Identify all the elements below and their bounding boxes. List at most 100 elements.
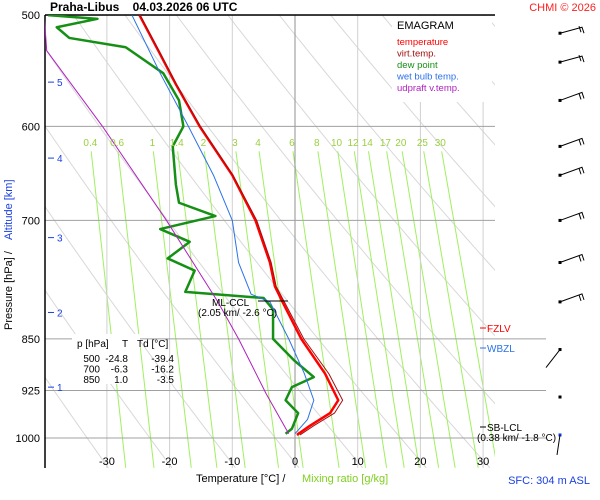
legend-entry: wet bulb temp. [396,72,459,83]
pressure-tick-label: 700 [22,215,40,227]
series-line-wet-bulb-temp- [131,15,315,435]
wind-barbs [545,26,585,456]
altitude-tick-label: 3 [57,234,63,245]
table-cell: -39.4 [151,354,174,365]
mixing-ratio-label: 12 [348,138,360,149]
x-tick-label: 0 [292,456,298,468]
mixing-ratio-label: 4 [255,138,261,149]
x-tick-label: -20 [162,456,178,468]
mixing-ratio-line [317,151,367,468]
mixing-ratio-line [401,151,456,468]
mixing-ratio-label: 25 [417,138,429,149]
series-layer [45,15,344,436]
mixing-ratio-label: 14 [362,138,374,149]
wind-barb-station [558,395,562,399]
legend-entry: virt.temp. [397,49,436,60]
table-cell: 700 [83,365,100,376]
mixing-ratio-line [117,151,155,468]
dry-adiabat [45,289,173,468]
x-axis-label: Temperature [°C] / [196,473,286,485]
wind-barb-icon [559,26,585,34]
copyright: CHMI © 2026 [529,2,596,14]
legend-entry: udpraft v.temp. [397,83,460,94]
mixing-ratio-label: 2 [201,138,207,149]
table-cell: 850 [83,375,100,386]
mixing-ratio-line [152,151,192,468]
mixing-ratio-label: 0.6 [110,138,124,149]
mixing-ratio-line [337,151,388,468]
x-tick-label: -30 [99,456,115,468]
sb-lcl-label: SB-LCL [487,423,522,434]
ml-ccl-label: ML-CCL [212,298,250,309]
mixing-ratio-line [258,151,304,468]
altitude-tick-label: 2 [57,308,63,319]
series-line-temperature [138,15,340,436]
y-axis-label: Pressure [hPa] / [3,250,15,330]
table-header: Td [°C] [137,339,168,350]
mixing-ratio-line [353,151,405,468]
labels-layer: 0.4 0.6 1 1.4 2 3 4 6 8 10 12 14 17 20 25 30-30 -20 -10 0 1… [16,10,585,468]
mixing-ratio-line [203,151,246,468]
wind-barb-icon [559,91,585,101]
altitude-tick-label: 5 [57,78,63,89]
mixing-ratio-line [386,151,440,468]
mixing-ratio-label: 1 [150,138,156,149]
dry-adiabat [45,125,300,468]
wind-barb-icon [559,137,585,147]
mixing-ratio-line [90,151,127,468]
mixing-ratio-label: 17 [380,138,392,149]
wind-barb-icon [559,253,585,263]
table-header: p [hPa] [77,339,109,350]
dry-adiabat [175,15,495,405]
dry-adiabat [45,376,109,468]
mixing-ratio-line [235,151,280,468]
mixing-ratio-label: 3 [232,138,238,149]
y-axis-label-altitude: Altitude [km] [3,179,15,240]
ml-ccl-value: (2.05 km/ -2.6 °C) [198,308,277,319]
series-line-dew-point [47,15,316,435]
altitude-tick-label: 4 [57,154,63,165]
mixing-ratio-label: 8 [314,138,320,149]
dry-adiabat [565,0,600,468]
table-cell: -6.3 [111,365,129,376]
pressure-tick-label: 1000 [16,433,40,445]
clipped-grid [45,0,600,468]
x-tick-label: 10 [352,456,364,468]
wind-barb-icon [559,293,585,303]
mixing-ratio-label: 6 [289,138,295,149]
table-cell: -16.2 [151,365,174,376]
table-bg [72,334,140,384]
wind-barb-icon [559,54,585,63]
mixing-ratio-line [292,151,340,468]
dry-adiabat [514,0,600,468]
pressure-tick-label: 500 [22,10,40,22]
x-tick-label: -10 [224,456,240,468]
dry-adiabat [45,205,236,468]
dry-adiabat [278,15,495,272]
chart-title: Praha-Libus 04.03.2026 06 UTC [50,0,238,14]
legend-entry: temperature [397,37,448,48]
surface-elevation: SFC: 304 m ASL [508,475,590,487]
mixing-ratio-label: 1.4 [170,138,184,149]
wind-barb-icon [559,211,585,221]
pressure-tick-label: 850 [22,334,40,346]
diagram-name: EMAGRAM [397,20,454,32]
table-cell: 1.0 [114,375,128,386]
pressure-tick-label: 925 [22,385,40,397]
table-cell: -3.5 [157,375,175,386]
mixing-ratio-line [423,151,479,468]
mixing-ratio-line [367,151,420,468]
wind-barb-icon [559,166,585,176]
series-group [45,15,344,436]
mixing-ratio-label: 30 [435,138,447,149]
mixing-ratio-label: 20 [395,138,407,149]
x-tick-label: 20 [414,456,426,468]
wbzl-label: WBZL [487,344,515,355]
legend-entry: dew point [397,60,438,71]
mixing-ratio-line [441,151,495,458]
table-cell: 500 [83,354,100,365]
dry-adiabat [72,15,427,468]
dry-adiabat [45,47,364,468]
mixing-ratio-label: 0.4 [83,138,97,149]
